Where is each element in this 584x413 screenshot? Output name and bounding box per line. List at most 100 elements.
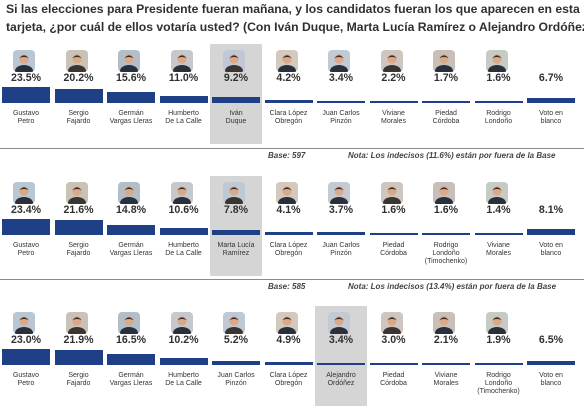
question-line-2: tarjeta, ¿por cuál de ellos votaría uste… <box>6 20 584 34</box>
value-label: 3.0% <box>381 334 406 346</box>
candidate-column: 20.2% Sergio Fajardo <box>53 44 105 144</box>
candidate-column: 1.6% Piedad Córdoba <box>368 176 420 276</box>
candidate-column: 4.2% Clara López Obregón <box>263 44 315 144</box>
bar <box>2 87 50 103</box>
candidate-column: 11.0% Humberto De La Calle <box>158 44 210 144</box>
bar <box>369 362 418 365</box>
candidate-name-line: Vargas Lleras <box>109 118 153 125</box>
bar <box>369 101 418 103</box>
candidate-column: 21.9% Sergio Fajardo <box>53 306 105 406</box>
base-label: Base: 597 <box>268 151 306 160</box>
candidate-column: 2.1% Viviane Morales <box>420 306 472 406</box>
candidate-column: 6.5% Voto en blanco <box>525 306 577 406</box>
candidate-name: Marta Lucía Ramírez <box>210 242 262 258</box>
candidate-name-line: Piedad <box>382 242 405 249</box>
candidate-name: Juan Carlos Pinzón <box>210 372 262 388</box>
candidate-name-line: De La Calle <box>165 250 202 257</box>
candidate-name: Clara López Obregón <box>263 110 315 126</box>
value-label: 4.9% <box>276 334 301 346</box>
value-label: 3.7% <box>328 204 354 216</box>
candidate-name-line: Londoño <box>484 380 513 387</box>
candidate-name-line: Voto en <box>539 242 563 249</box>
candidate-name-line: Marta Lucía <box>217 242 255 249</box>
candidate-photo <box>118 312 140 334</box>
candidate-photo <box>275 50 298 72</box>
value-label: 2.2% <box>381 72 406 84</box>
candidate-name-line: Fajardo <box>66 380 91 387</box>
scenario-panel-ramirez: 23.4% Gustavo Petro 21.6% Sergio Fajardo 14.8%… <box>0 176 584 278</box>
candidate-columns: 23.4% Gustavo Petro 21.6% Sergio Fajardo 14.8%… <box>0 176 584 276</box>
candidate-photo <box>328 312 350 334</box>
candidate-name: Piedad Córdoba <box>368 372 420 388</box>
candidate-name-line: Alejandro <box>326 372 356 379</box>
candidate-column: 7.8% Marta Lucía Ramírez <box>210 176 262 276</box>
scenario-panel-duque: 23.5% Gustavo Petro 20.2% Sergio Fajardo 15.6%… <box>0 44 584 148</box>
bar <box>317 100 365 103</box>
value-label: 5.2% <box>223 334 249 346</box>
candidate-photo <box>380 50 403 72</box>
candidate-name: Juan Carlos Pinzón <box>315 110 367 126</box>
candidate-name-line: Pinzón <box>225 380 247 387</box>
candidate-name: Piedad Córdoba <box>420 110 472 126</box>
value-label: 2.1% <box>433 334 459 346</box>
blank-vote-icon <box>538 182 560 204</box>
bar <box>212 361 260 365</box>
candidate-name: Humberto De La Calle <box>158 110 210 126</box>
value-label: 15.6% <box>115 72 147 84</box>
value-label: 23.5% <box>10 72 42 84</box>
candidate-name: Gustavo Petro <box>0 372 52 388</box>
candidate-name: Viviane Morales <box>420 372 472 388</box>
candidate-name-line: De La Calle <box>165 118 202 125</box>
value-label: 3.4% <box>328 72 354 84</box>
candidate-photo <box>275 312 298 334</box>
bar <box>54 89 103 103</box>
candidate-column: 10.2% Humberto De La Calle <box>158 306 210 406</box>
bar <box>527 229 575 235</box>
candidate-name-line: Vargas Lleras <box>109 250 153 257</box>
bar <box>264 100 313 103</box>
candidate-column: 8.1% Voto en blanco <box>525 176 577 276</box>
value-label: 4.2% <box>276 72 301 84</box>
bar <box>527 98 575 103</box>
candidate-name-line: (Timochenko) <box>477 388 520 395</box>
bar <box>2 349 50 365</box>
candidate-photo <box>170 182 193 204</box>
value-label: 6.7% <box>538 72 564 84</box>
candidate-name: Rodrigo Londoño (Timochenko) <box>420 242 472 266</box>
candidate-name: Voto en blanco <box>525 372 577 388</box>
value-label: 8.1% <box>538 204 564 216</box>
bar <box>422 233 470 235</box>
candidate-name: Germán Vargas Lleras <box>105 242 157 258</box>
candidate-photo <box>380 182 403 204</box>
bar <box>474 101 523 103</box>
candidate-name-line: Clara López <box>269 110 308 117</box>
candidate-name-line: Morales <box>433 380 459 387</box>
candidate-photo <box>485 50 508 72</box>
candidate-photo <box>13 50 35 72</box>
bar <box>159 358 208 365</box>
candidate-name-line: Sergio <box>68 110 89 117</box>
candidate-name-line: De La Calle <box>165 380 202 387</box>
value-label: 4.1% <box>276 204 301 216</box>
candidate-name: Gustavo Petro <box>0 110 52 126</box>
bar <box>107 353 155 365</box>
candidate-name-line: Londoño <box>484 118 513 125</box>
value-label: 6.5% <box>538 334 564 346</box>
candidate-name-line: Fajardo <box>66 250 91 257</box>
candidate-name-line: Obregón <box>274 118 303 125</box>
bar <box>159 227 208 235</box>
candidate-name-line: Germán <box>118 242 144 249</box>
bar <box>264 361 313 365</box>
bar <box>474 233 523 235</box>
candidate-name-line: Juan Carlos <box>322 242 360 249</box>
note-label: Nota: Los indecisos (13.4%) están por fu… <box>348 282 557 291</box>
candidate-photo <box>13 312 35 334</box>
candidate-name-line: Piedad <box>435 110 457 117</box>
candidate-name: Voto en blanco <box>525 110 577 126</box>
candidate-name-line: Humberto <box>168 242 199 249</box>
candidate-column: 4.1% Clara López Obregón <box>263 176 315 276</box>
bar <box>369 233 418 235</box>
candidate-name: Humberto De La Calle <box>158 372 210 388</box>
candidate-name-line: Obregón <box>274 380 303 387</box>
candidate-column: 1.7% Piedad Córdoba <box>420 44 472 144</box>
